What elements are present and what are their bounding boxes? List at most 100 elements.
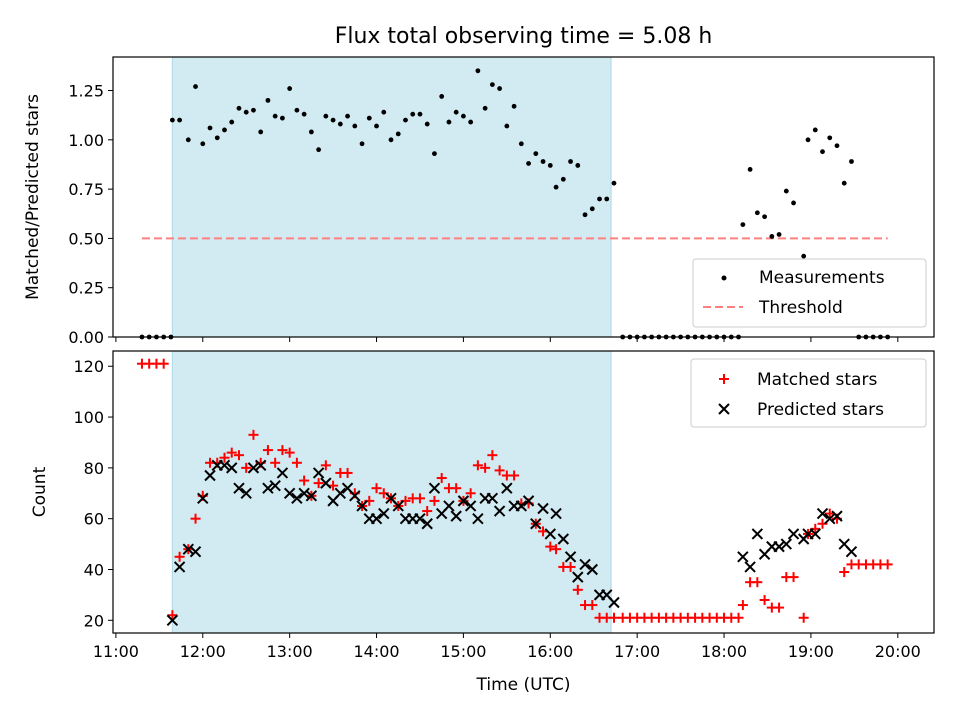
measurement-point bbox=[776, 232, 782, 237]
measurement-point bbox=[439, 94, 445, 99]
measurement-point bbox=[801, 253, 807, 259]
predicted-star-point bbox=[586, 563, 598, 576]
bottom-panel: 20 40 60 80 100 120 11:00 12:00 13:00 14:00 15:00… bbox=[30, 350, 935, 695]
predicted-star-point bbox=[737, 551, 749, 563]
matched-star-point bbox=[262, 445, 273, 456]
predicted-star-point bbox=[182, 543, 195, 555]
measurement-point bbox=[783, 188, 789, 194]
predicted-star-point bbox=[204, 469, 216, 482]
measurement-point bbox=[526, 161, 531, 166]
matched-star-point bbox=[248, 429, 259, 440]
measurement-point bbox=[432, 151, 437, 157]
bottom-y-ticks: 20 40 60 80 100 120 bbox=[73, 357, 113, 630]
measurement-point bbox=[582, 212, 588, 218]
measurement-point bbox=[740, 222, 746, 228]
measurement-point bbox=[251, 107, 256, 113]
predicted-star-point bbox=[189, 545, 202, 558]
measurement-point bbox=[403, 117, 408, 123]
measurement-point bbox=[323, 113, 329, 119]
matched-star-point bbox=[587, 600, 598, 611]
measurement-point bbox=[489, 82, 495, 88]
y-tick-label: 20 bbox=[84, 611, 104, 630]
predicted-star-point bbox=[173, 561, 186, 573]
measurement-point bbox=[461, 113, 466, 119]
x-tick-label: 18:00 bbox=[701, 642, 747, 661]
matched-star-point bbox=[759, 594, 770, 605]
top-legend-box bbox=[692, 258, 927, 328]
matched-star-point bbox=[465, 488, 476, 499]
predicted-star-point bbox=[414, 512, 426, 525]
predicted-star-point bbox=[276, 467, 289, 479]
measurement-point bbox=[222, 127, 227, 133]
y-tick-label: 100 bbox=[73, 408, 104, 427]
measurement-point bbox=[769, 234, 775, 239]
bottom-y-axis-label: Count bbox=[30, 466, 50, 517]
measurement-point bbox=[345, 113, 350, 119]
predicted-star-point bbox=[530, 518, 542, 530]
measurement-point bbox=[395, 131, 401, 137]
legend-predicted-glyph bbox=[718, 403, 730, 415]
measurement-point bbox=[747, 166, 753, 172]
measurement-point bbox=[410, 111, 416, 117]
matched-star-point bbox=[284, 447, 295, 458]
top-y-ticks: 0.00 0.25 0.50 0.75 1.00 1.25 bbox=[68, 82, 113, 347]
predicted-star-point bbox=[845, 545, 858, 558]
top-y-axis-label: Matched/Predicted stars bbox=[23, 94, 43, 300]
predicted-star-point bbox=[298, 487, 310, 499]
matched-star-point bbox=[494, 465, 505, 476]
measurement-point bbox=[547, 163, 553, 168]
measurement-point bbox=[177, 117, 183, 123]
measurement-point bbox=[301, 111, 307, 117]
matched-star-point bbox=[733, 612, 744, 623]
predicted-star-point bbox=[262, 482, 274, 494]
measurement-point bbox=[366, 115, 372, 121]
measurement-point bbox=[308, 129, 314, 135]
legend-measurements-label: Measurements bbox=[759, 268, 885, 288]
measurement-point bbox=[504, 123, 510, 129]
matched-star-point bbox=[480, 462, 491, 473]
matched-star-point bbox=[608, 612, 619, 623]
predicted-star-point bbox=[233, 482, 245, 494]
measurement-point bbox=[540, 159, 546, 164]
predicted-star-point bbox=[787, 528, 800, 540]
measurement-point bbox=[207, 125, 213, 131]
measurement-point bbox=[272, 113, 278, 119]
x-tick-label: 20:00 bbox=[875, 642, 921, 661]
y-tick-label: 0.00 bbox=[68, 328, 104, 347]
x-tick-label: 16:00 bbox=[527, 642, 573, 661]
measurement-point bbox=[575, 163, 581, 168]
bottom-x-ticks: 11:00 12:00 13:00 14:00 15:00 16:00 17:00 18:00… bbox=[93, 633, 921, 661]
matched-star-point bbox=[429, 495, 440, 506]
measurement-point bbox=[258, 129, 264, 135]
matched-star-point bbox=[174, 551, 185, 562]
predicted-star-point bbox=[557, 533, 570, 545]
predicted-star-point bbox=[522, 495, 535, 507]
matched-star-point bbox=[342, 467, 353, 478]
y-tick-label: 0.75 bbox=[68, 180, 104, 199]
predicted-star-point bbox=[166, 614, 179, 627]
legend-predicted-label: Predicted stars bbox=[757, 400, 884, 420]
measurement-point bbox=[200, 141, 206, 147]
legend-matched-marker bbox=[719, 374, 729, 384]
measurement-point bbox=[169, 117, 175, 123]
predicted-star-point bbox=[744, 561, 756, 573]
measurement-point bbox=[482, 105, 488, 111]
predicted-star-point bbox=[226, 462, 238, 474]
top-observing-window bbox=[171, 56, 612, 338]
measurement-point bbox=[834, 143, 840, 149]
matched-star-point bbox=[320, 460, 331, 471]
y-tick-label: 40 bbox=[84, 560, 104, 579]
predicted-star-point bbox=[370, 512, 383, 525]
x-tick-label: 13:00 bbox=[267, 642, 313, 661]
matched-star-point bbox=[565, 561, 576, 572]
legend-matched-glyph bbox=[719, 374, 729, 384]
predicted-star-point bbox=[464, 500, 477, 512]
matched-star-point bbox=[487, 450, 498, 461]
measurement-point bbox=[589, 206, 595, 212]
measurement-point bbox=[820, 149, 825, 155]
predicted-star-point bbox=[247, 462, 260, 474]
bottom-legend-box bbox=[690, 358, 927, 428]
x-tick-label: 15:00 bbox=[440, 642, 486, 661]
predicted-star-point bbox=[579, 558, 591, 571]
